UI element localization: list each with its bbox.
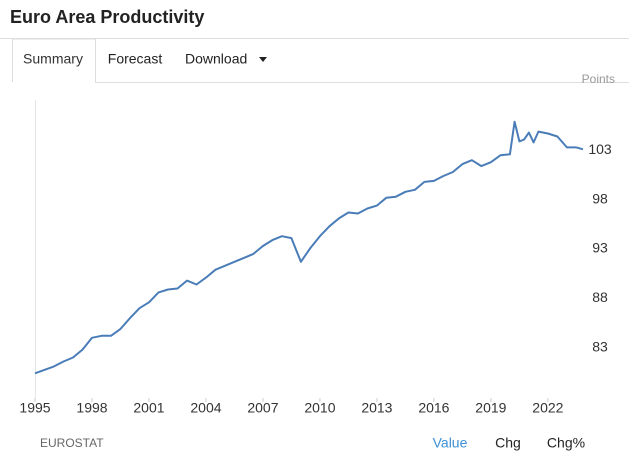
x-tick-label: 2004 <box>190 400 221 416</box>
tab[interactable]: Download <box>185 51 247 67</box>
x-tick-label: 2007 <box>247 400 278 416</box>
tab[interactable]: Summary <box>23 51 83 67</box>
y-tick-label: 103 <box>588 141 612 157</box>
x-tick-label: 1998 <box>76 400 107 416</box>
x-tick-label: 2013 <box>361 400 392 416</box>
active-tab <box>12 38 96 82</box>
view-tab[interactable]: Chg <box>495 435 521 451</box>
x-tick-label: 2016 <box>418 400 449 416</box>
view-tab[interactable]: Chg% <box>547 435 585 451</box>
y-tick-label: 93 <box>592 240 608 256</box>
x-tick-label: 2001 <box>133 400 164 416</box>
header-bg <box>0 0 629 38</box>
x-tick-label: 2019 <box>475 400 506 416</box>
y-tick-label: 98 <box>592 190 608 206</box>
x-tick-label: 2022 <box>532 400 563 416</box>
y-tick-label: 83 <box>592 338 608 354</box>
y-axis-label: Points <box>582 72 615 86</box>
dropdown-caret <box>259 57 267 62</box>
x-tick-label: 2010 <box>304 400 335 416</box>
tab[interactable]: Forecast <box>108 51 163 67</box>
page-title: Euro Area Productivity <box>10 7 204 27</box>
y-tick-label: 88 <box>592 289 608 305</box>
plot: Points 83 88 93 98 103 1995 1998 2001 2004 2007 201… <box>19 72 615 416</box>
data-line <box>34 120 584 375</box>
source: EUROSTAT <box>40 436 104 450</box>
view-tab[interactable]: Value <box>433 435 468 451</box>
x-tick-label: 1995 <box>19 400 50 416</box>
